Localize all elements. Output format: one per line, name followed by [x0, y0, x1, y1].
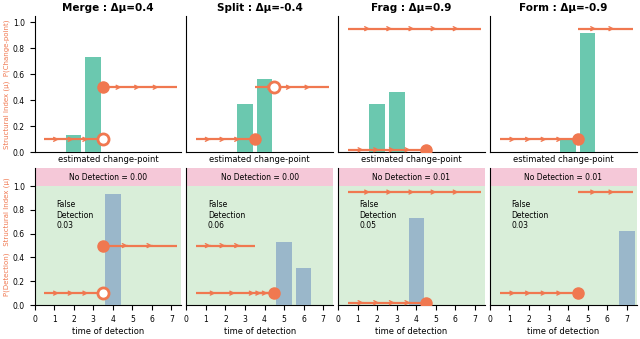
Bar [257, 79, 273, 152]
Bar [35, 168, 181, 186]
Bar [389, 93, 404, 152]
Text: No Detection = 0.00: No Detection = 0.00 [69, 173, 147, 182]
X-axis label: estimated change-point: estimated change-point [58, 155, 158, 164]
X-axis label: time of detection: time of detection [72, 326, 144, 336]
Text: No Detection = 0.01: No Detection = 0.01 [372, 173, 451, 182]
Bar [560, 139, 576, 152]
Text: No Detection = 0.01: No Detection = 0.01 [524, 173, 602, 182]
Text: False
Detection
0.05: False Detection 0.05 [360, 200, 397, 230]
Title: Frag : Δμ=0.9: Frag : Δμ=0.9 [371, 3, 452, 14]
Bar [338, 168, 484, 186]
Bar [237, 104, 253, 152]
Bar [276, 242, 292, 305]
Bar [369, 104, 385, 152]
Title: Split : Δμ=-0.4: Split : Δμ=-0.4 [217, 3, 303, 14]
X-axis label: estimated change-point: estimated change-point [513, 155, 614, 164]
Title: Form : Δμ=-0.9: Form : Δμ=-0.9 [519, 3, 607, 14]
X-axis label: time of detection: time of detection [527, 326, 600, 336]
Text: False
Detection
0.06: False Detection 0.06 [208, 200, 245, 230]
Bar [105, 195, 120, 305]
Text: No Detection = 0.00: No Detection = 0.00 [221, 173, 299, 182]
Bar [580, 33, 595, 152]
X-axis label: estimated change-point: estimated change-point [361, 155, 462, 164]
X-axis label: estimated change-point: estimated change-point [209, 155, 310, 164]
Text: False
Detection
0.03: False Detection 0.03 [56, 200, 93, 230]
Y-axis label: Structural Index (μ)  P(Change-point): Structural Index (μ) P(Change-point) [3, 19, 10, 149]
Bar [490, 168, 637, 186]
Bar [296, 268, 312, 305]
Title: Merge : Δμ=0.4: Merge : Δμ=0.4 [62, 3, 154, 14]
Text: False
Detection
0.03: False Detection 0.03 [511, 200, 548, 230]
Y-axis label: P(Detection)   Structural Index (μ): P(Detection) Structural Index (μ) [3, 177, 10, 296]
Bar [186, 168, 333, 186]
X-axis label: time of detection: time of detection [223, 326, 296, 336]
Bar [66, 136, 81, 152]
X-axis label: time of detection: time of detection [375, 326, 447, 336]
Bar [619, 231, 635, 305]
Bar [408, 218, 424, 305]
Bar [85, 57, 101, 152]
